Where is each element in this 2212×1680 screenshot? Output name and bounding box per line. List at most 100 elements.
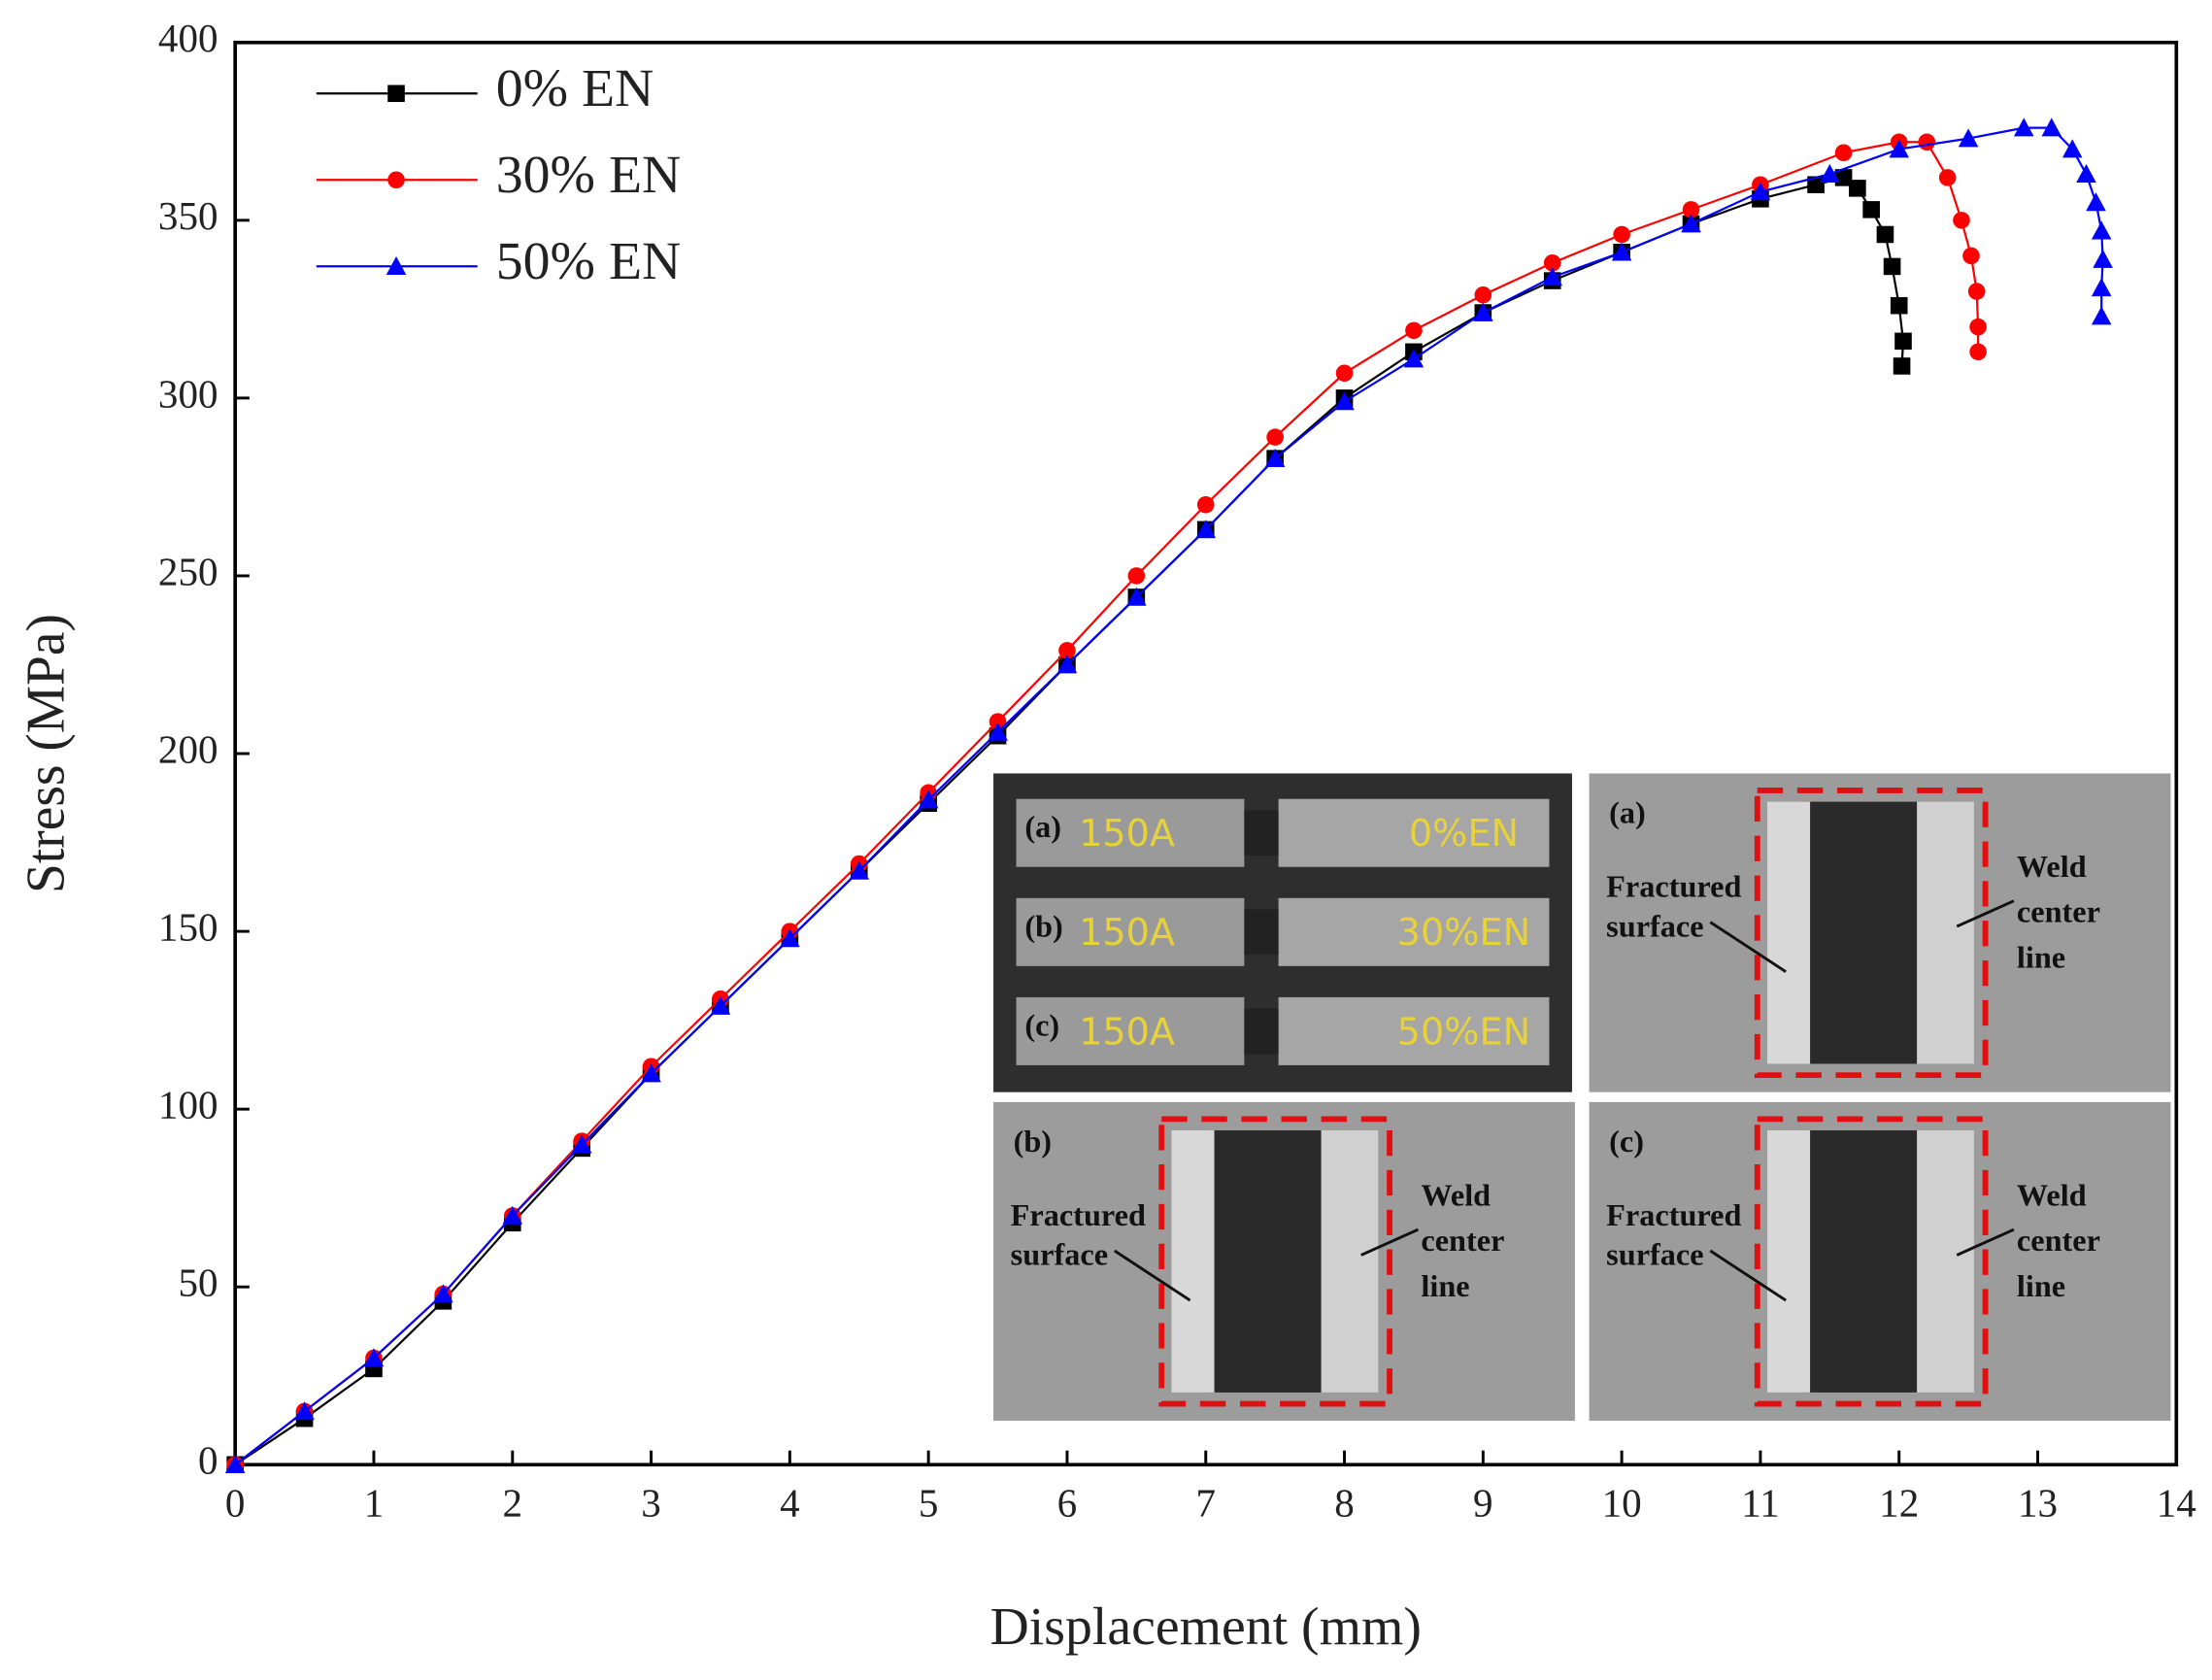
fracture-right	[1321, 1130, 1379, 1393]
x-tick-label: 10	[1602, 1481, 1642, 1526]
legend-label: 0% EN	[496, 58, 654, 118]
marker	[1127, 567, 1146, 585]
fracture-right	[1917, 1130, 1974, 1393]
closeup-label: (c)	[1609, 1124, 1644, 1159]
marker	[2091, 220, 2112, 240]
specimen-left	[1016, 897, 1245, 966]
x-tick-label: 4	[780, 1481, 800, 1526]
marker	[1473, 302, 1493, 321]
marker	[710, 995, 731, 1015]
highlight-box	[1158, 1116, 1393, 1407]
y-axis-label: Stress (MPa)	[16, 614, 76, 893]
specimen-current: 150A	[1079, 1010, 1175, 1053]
closeup-left-note: surface	[1011, 1237, 1108, 1272]
closeup-label: (a)	[1609, 795, 1646, 830]
x-axis-label: Displacement (mm)	[990, 1596, 1422, 1657]
marker	[1334, 391, 1355, 411]
fracture-right	[1917, 801, 1974, 1064]
specimen-en: 30%EN	[1397, 911, 1530, 954]
marker	[1403, 349, 1424, 368]
marker	[1126, 587, 1147, 606]
x-tick-label: 8	[1334, 1481, 1355, 1526]
marker	[1862, 201, 1880, 218]
closeup-label: (b)	[1014, 1124, 1052, 1159]
arrow	[1360, 1227, 1420, 1257]
y-tick-label: 100	[158, 1083, 218, 1127]
marker	[1876, 225, 1894, 244]
marker	[294, 1401, 315, 1421]
specimen-label: (c)	[1024, 1007, 1059, 1042]
specimen-left	[1016, 798, 1245, 867]
closeup-right-note: center	[2017, 1223, 2100, 1258]
x-tick-label: 7	[1195, 1481, 1216, 1526]
fracture-left	[1767, 801, 1811, 1064]
marker	[2076, 164, 2096, 183]
x-tick-label: 13	[2018, 1481, 2058, 1526]
marker	[918, 790, 939, 809]
closeup-right-note: Weld	[1421, 1178, 1491, 1213]
weld	[1244, 810, 1279, 857]
specimen-left	[1016, 996, 1245, 1065]
closeup-right-note: line	[1421, 1268, 1469, 1303]
marker	[1681, 214, 1701, 233]
marker	[1543, 254, 1561, 272]
marker	[1918, 133, 1936, 151]
marker	[1266, 428, 1284, 446]
x-tick-label: 14	[2157, 1481, 2196, 1526]
closeup-right-note: center	[2017, 894, 2100, 929]
legend-label: 50% EN	[496, 231, 682, 291]
marker	[2013, 118, 2034, 137]
y-tick-label: 50	[178, 1260, 218, 1305]
closeup-right-note: line	[2017, 1268, 2065, 1303]
legend-label: 30% EN	[496, 145, 682, 205]
marker	[387, 84, 405, 103]
marker	[780, 928, 800, 948]
specimen-label: (a)	[1024, 809, 1061, 844]
specimen-en: 50%EN	[1397, 1010, 1530, 1053]
marker	[571, 1134, 592, 1154]
closeup-right-note: line	[2017, 939, 2065, 974]
marker	[1820, 164, 1840, 183]
x-tick-label: 3	[641, 1481, 661, 1526]
arrow	[1709, 1249, 1787, 1302]
x-tick-label: 2	[502, 1481, 522, 1526]
y-tick-label: 250	[158, 549, 218, 593]
marker	[1953, 212, 1970, 229]
arrow	[1113, 1249, 1191, 1302]
marker	[1889, 139, 1909, 158]
marker	[1969, 343, 1987, 361]
x-tick-label: 11	[1741, 1481, 1780, 1526]
marker	[1542, 267, 1563, 286]
marker	[1195, 520, 1217, 539]
marker	[2061, 139, 2083, 158]
gap	[1207, 1130, 1322, 1393]
marker	[1405, 321, 1423, 340]
specimen-right	[1278, 798, 1550, 867]
marker	[1058, 642, 1076, 659]
x-tick-label: 1	[364, 1481, 385, 1526]
marker	[1883, 257, 1901, 276]
x-tick-label: 0	[225, 1481, 246, 1526]
marker	[1967, 283, 1986, 300]
marker	[1750, 182, 1771, 201]
marker	[2091, 306, 2112, 325]
marker	[1834, 144, 1853, 162]
marker	[1893, 357, 1911, 375]
marker	[2041, 118, 2062, 137]
marker	[363, 1348, 385, 1367]
marker	[989, 713, 1007, 730]
weld	[1244, 909, 1279, 956]
specimen-en: 0%EN	[1409, 812, 1519, 855]
closeup-right-note: Weld	[2017, 1178, 2087, 1213]
y-tick-label: 350	[158, 193, 218, 238]
y-tick-label: 300	[158, 371, 218, 416]
x-tick-label: 9	[1473, 1481, 1493, 1526]
marker	[1682, 201, 1700, 218]
marker	[2093, 249, 2113, 268]
highlight-box	[1754, 1116, 1989, 1407]
marker	[1264, 448, 1286, 467]
marker	[502, 1205, 523, 1225]
specimen-current: 150A	[1079, 911, 1175, 954]
y-tick-label: 200	[158, 727, 218, 772]
